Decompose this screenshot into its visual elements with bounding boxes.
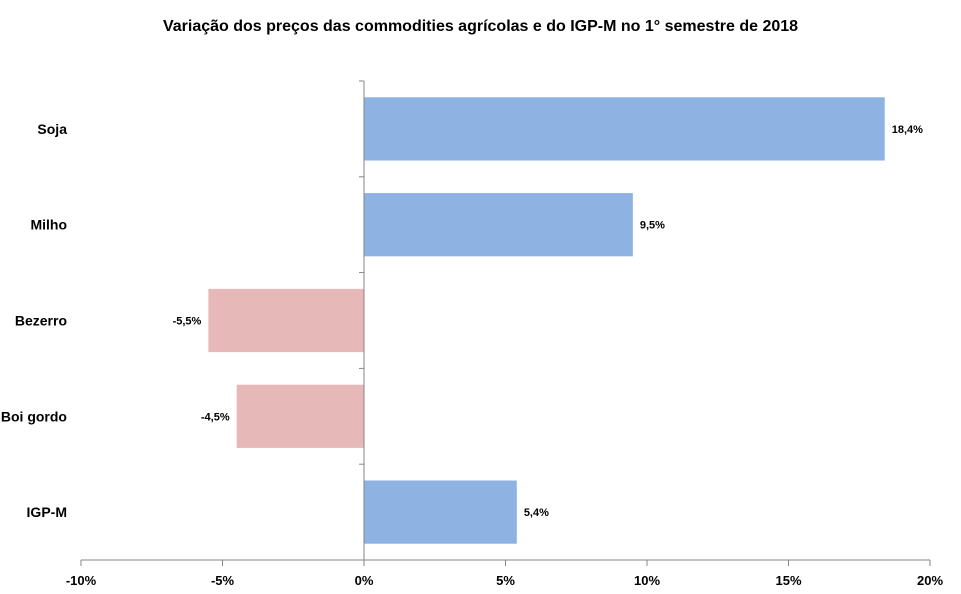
bar-soja bbox=[364, 97, 885, 161]
data-label: -4,5% bbox=[201, 411, 230, 423]
x-tick-label: 15% bbox=[775, 573, 801, 588]
data-label: 9,5% bbox=[640, 220, 665, 232]
category-label: Soja bbox=[37, 121, 67, 137]
bar-bezerro bbox=[208, 288, 364, 353]
x-tick-label: -10% bbox=[66, 573, 97, 588]
x-tick-label: 5% bbox=[496, 573, 515, 588]
axes-group bbox=[80, 80, 931, 566]
chart-title: Variação dos preços das commodities agrí… bbox=[162, 18, 799, 35]
x-tick-label: 20% bbox=[917, 573, 943, 588]
bar-milho bbox=[364, 193, 633, 257]
x-tick-label: -5% bbox=[211, 573, 235, 588]
x-tick-label: 10% bbox=[634, 573, 660, 588]
x-tick-label: 0% bbox=[355, 573, 374, 588]
category-label: Bezerro bbox=[15, 313, 67, 329]
bar-igp-m bbox=[364, 480, 517, 544]
data-label: -5,5% bbox=[173, 316, 202, 328]
data-label: 18,4% bbox=[892, 124, 923, 136]
category-label: IGP-M bbox=[27, 504, 67, 520]
data-label: 5,4% bbox=[524, 507, 549, 519]
bar-boi-gordo bbox=[236, 384, 364, 448]
category-label: Boi gordo bbox=[1, 408, 67, 424]
category-label: Milho bbox=[30, 217, 67, 233]
labels-group: Soja 18,4% Milho 9,5% Bezerro -5,5% Boi gordo -… bbox=[1, 121, 944, 588]
bars-group bbox=[208, 97, 885, 544]
